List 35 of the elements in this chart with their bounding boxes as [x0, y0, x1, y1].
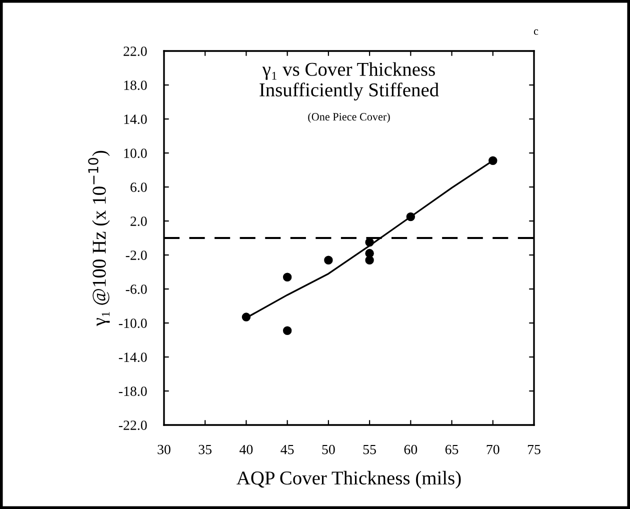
- y-tick-label: 6.0: [130, 182, 147, 192]
- text: c: [534, 29, 538, 35]
- y-tick-label: 14.0: [124, 114, 147, 124]
- point: [282, 326, 292, 336]
- y-tick-label: -10.0: [118, 318, 147, 328]
- x-tick-label: 50: [322, 444, 335, 454]
- y-tick-label: 10.0: [124, 148, 147, 158]
- y-axis-title: γ₁ @100 Hz (x 10$^{−10}$): [88, 150, 110, 326]
- point: [365, 248, 374, 258]
- x-tick-label: 45: [280, 444, 294, 454]
- y-tick-label: 2.0: [130, 216, 147, 226]
- point: [282, 272, 292, 282]
- x-tick-label: 55: [363, 444, 376, 454]
- point: [324, 256, 333, 264]
- x-tick-label: 75: [528, 444, 540, 454]
- x-tick-label: 70: [486, 444, 500, 454]
- y-tick-label: -2.0: [126, 250, 147, 260]
- point: [242, 312, 251, 322]
- x-axis-title: AQP Cover Thickness (mils): [236, 470, 461, 489]
- point: [406, 212, 416, 222]
- point: [488, 156, 498, 166]
- point: [365, 256, 374, 264]
- x-tick-label: 60: [404, 444, 418, 454]
- text: γ₁ vs Cover Thickness Insufficiently Stiffened: [260, 62, 439, 100]
- y-tick-label: -6.0: [126, 284, 147, 294]
- y-tick-label: -22.0: [118, 420, 147, 430]
- x-tick-label: 40: [240, 444, 253, 454]
- y-tick-label: -18.0: [118, 386, 147, 396]
- y-tick-label: 18.0: [124, 80, 147, 90]
- text: (One Piece Cover): [308, 112, 390, 123]
- x-tick-label: 30: [158, 444, 170, 454]
- y-tick-label: -14.0: [118, 352, 147, 362]
- y-tick-label: 22.0: [124, 46, 147, 56]
- x-tick-label: 35: [198, 444, 212, 454]
- x-tick-label: 65: [445, 444, 458, 454]
